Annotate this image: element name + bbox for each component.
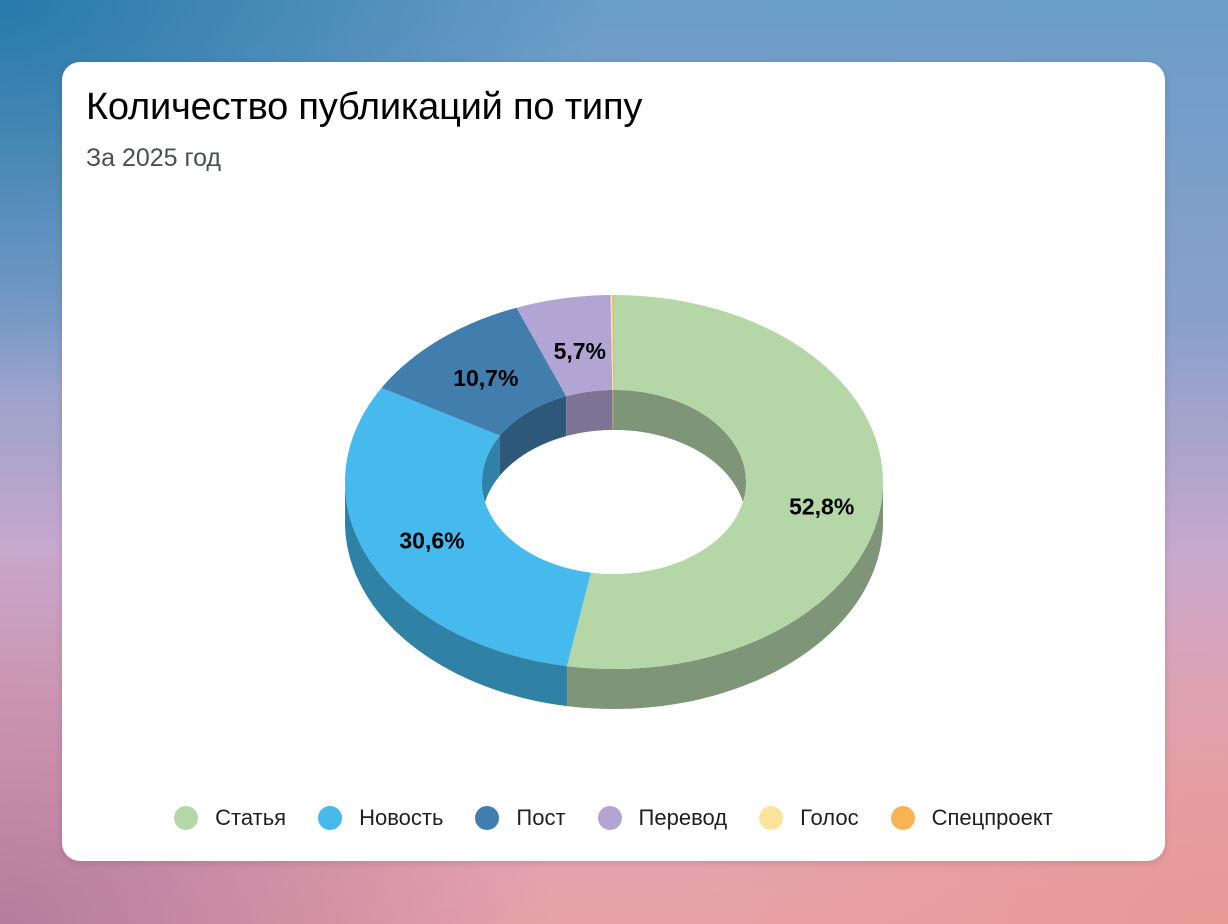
donut-inner-wall [614, 390, 746, 522]
legend-item[interactable]: Новость [318, 805, 443, 831]
legend-label: Голос [800, 805, 859, 830]
legend-item[interactable]: Спецпроект [890, 805, 1053, 831]
donut-inner-wall [613, 390, 614, 430]
chart-subtitle: За 2025 год [86, 144, 222, 172]
donut-inner-wall [482, 435, 500, 522]
legend-label: Новость [359, 805, 444, 830]
legend-dot-icon [475, 806, 500, 830]
donut-slice-3 [381, 307, 567, 436]
legend-label: Спецпроект [931, 805, 1053, 830]
donut-slice-6 [612, 295, 614, 390]
donut-slice-1 [566, 295, 883, 669]
donut-slice-2 [345, 387, 591, 667]
slice-value-label: 10,7% [453, 365, 518, 391]
slice-value-label: 30,6% [399, 528, 464, 554]
legend-item[interactable]: Перевод [597, 805, 728, 831]
donut-outer-wall [566, 482, 883, 709]
legend-dot-icon [759, 806, 784, 830]
legend-dot-icon [174, 806, 199, 830]
chart-card: Количество публикаций по типу За 2025 го… [62, 62, 1165, 861]
slice-value-label: 52,8% [789, 493, 854, 519]
legend-item[interactable]: Голос [759, 805, 859, 831]
donut-slice-4 [516, 295, 613, 397]
legend-dot-icon [318, 806, 343, 830]
slice-value-label: 5,7% [554, 338, 606, 364]
donut-slice-5 [610, 295, 614, 391]
donut-inner-wall [499, 396, 567, 476]
legend-item[interactable]: Статья [174, 805, 286, 831]
donut-chart: 52,8% 30,6% 10,7% 5,7% [345, 295, 883, 709]
donut-inner-wall [566, 390, 613, 437]
donut-inner-wall [612, 390, 614, 431]
legend-label: Статья [215, 805, 287, 830]
chart-title: Количество публикаций по типу [86, 86, 643, 128]
donut-outer-wall [345, 482, 567, 707]
chart-legend: Статья Новость Пост Перевод Голос Спецпроект [62, 805, 1165, 831]
legend-dot-icon [597, 806, 622, 830]
legend-label: Перевод [638, 805, 728, 830]
legend-dot-icon [890, 806, 915, 830]
legend-item[interactable]: Пост [475, 805, 566, 831]
legend-label: Пост [516, 805, 566, 830]
